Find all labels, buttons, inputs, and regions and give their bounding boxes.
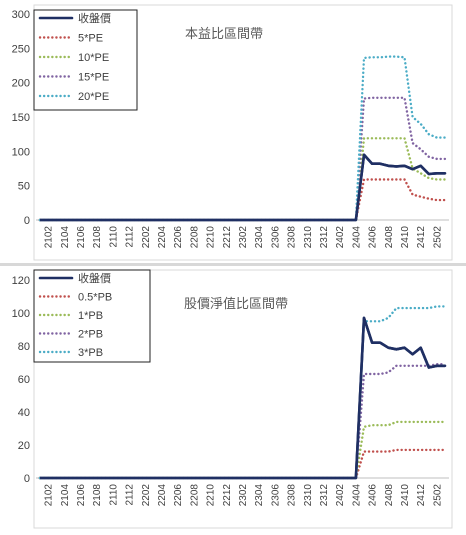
x-tick-label: 2310 [303,484,314,507]
x-tick-label: 2408 [384,226,395,249]
series-line-3 [38,96,447,222]
x-tick-label: 2404 [351,226,362,249]
x-tick-label: 2402 [335,226,346,249]
series-line-close-top [40,153,445,222]
legend-label-0: 收盤價 [78,11,111,25]
x-tick-label: 2308 [287,484,298,507]
x-tick-label: 2110 [108,226,119,248]
legend-label-0: 收盤價 [78,271,111,285]
legend-label-3: 15*PE [78,72,109,84]
x-tick-label: 2104 [60,226,71,249]
x-tick-label: 2206 [173,484,184,507]
x-tick-label: 2306 [270,484,281,507]
x-tick-label: 2204 [157,226,168,249]
panel-divider [0,263,466,266]
legend-label-1: 0.5*PB [78,292,112,304]
y-tick-label: 20 [18,440,30,452]
x-tick-label: 2502 [432,484,443,507]
x-tick-label: 2102 [44,484,55,507]
x-tick-label: 2312 [319,484,330,507]
legend-label-3: 2*PB [78,329,103,341]
x-tick-label: 2310 [303,226,314,249]
x-tick-label: 2402 [335,484,346,507]
x-tick-label: 2302 [238,484,249,507]
y-tick-label: 200 [12,78,30,90]
x-tick-label: 2410 [400,226,411,249]
series-line-close-top [40,316,445,480]
y-tick-label: 120 [12,275,30,287]
chart-title: 本益比區間帶 [185,26,263,41]
x-tick-label: 2108 [92,226,103,249]
x-tick-label: 2302 [238,226,249,249]
y-tick-label: 80 [18,341,30,353]
legend-box [33,269,151,363]
y-tick-label: 100 [12,308,30,320]
y-tick-label: 40 [18,407,30,419]
series-line-4 [38,55,447,222]
x-tick-label: 2412 [416,226,427,249]
x-tick-label: 2306 [270,226,281,249]
y-tick-label: 150 [12,112,30,124]
x-tick-label: 2112 [125,226,136,248]
x-tick-label: 2404 [351,484,362,507]
pb-band-chart: 0 20 40 60 80 100 120 2102 2104 2106 2108 2110 2112 2… [12,269,453,529]
x-tick-label: 2502 [432,226,443,249]
legend-box [33,9,138,111]
legend-label-2: 1*PB [78,310,103,322]
x-tick-label: 2110 [108,484,119,506]
legend-label-4: 20*PE [78,91,109,103]
x-tick-label: 2206 [173,226,184,249]
legend-label-4: 3*PB [78,347,103,359]
series-line-3 [38,362,447,480]
x-tick-label: 2210 [206,226,217,249]
pb-band-chart-panel: 0 20 40 60 80 100 120 2102 2104 2106 2108 2110 2112 2… [0,266,466,530]
x-tick-label: 2108 [92,484,103,507]
x-tick-label: 2208 [189,226,200,249]
x-tick-label: 2312 [319,226,330,249]
series-line-2 [38,420,447,480]
x-tick-label: 2412 [416,484,427,507]
legend-label-2: 10*PE [78,52,109,64]
x-tick-label: 2304 [254,226,265,249]
x-tick-label: 2208 [189,484,200,507]
series-line-1 [38,448,447,480]
x-tick-label: 2304 [254,484,265,507]
x-tick-label: 2204 [157,484,168,507]
y-tick-label: 250 [12,43,30,55]
x-tick-label: 2408 [384,484,395,507]
chart-title: 股價淨值比區間帶 [184,296,288,311]
y-tick-label: 300 [12,9,30,21]
x-tick-label: 2202 [141,484,152,507]
y-tick-label: 0 [24,215,30,227]
x-tick-label: 2106 [76,226,87,249]
y-tick-label: 100 [12,146,30,158]
x-tick-label: 2202 [141,226,152,249]
y-tick-label: 60 [18,374,30,386]
x-tick-label: 2112 [125,484,136,506]
pe-band-chart: 0 50 100 150 200 250 300 2102 2104 2106 2108 2110 21… [12,4,453,261]
x-tick-label: 2106 [76,484,87,507]
x-tick-label: 2406 [368,226,379,249]
y-tick-label: 50 [18,181,30,193]
x-tick-label: 2308 [287,226,298,249]
x-tick-label: 2210 [206,484,217,507]
x-tick-label: 2102 [44,226,55,249]
x-tick-label: 2410 [400,484,411,507]
legend-label-1: 5*PE [78,33,103,45]
x-tick-label: 2104 [60,484,71,507]
x-tick-label: 2212 [222,484,233,507]
pe-band-chart-panel: 0 50 100 150 200 250 300 2102 2104 2106 2108 2110 21… [0,0,466,263]
x-tick-label: 2212 [222,226,233,249]
y-tick-label: 0 [24,473,30,485]
x-tick-label: 2406 [368,484,379,507]
